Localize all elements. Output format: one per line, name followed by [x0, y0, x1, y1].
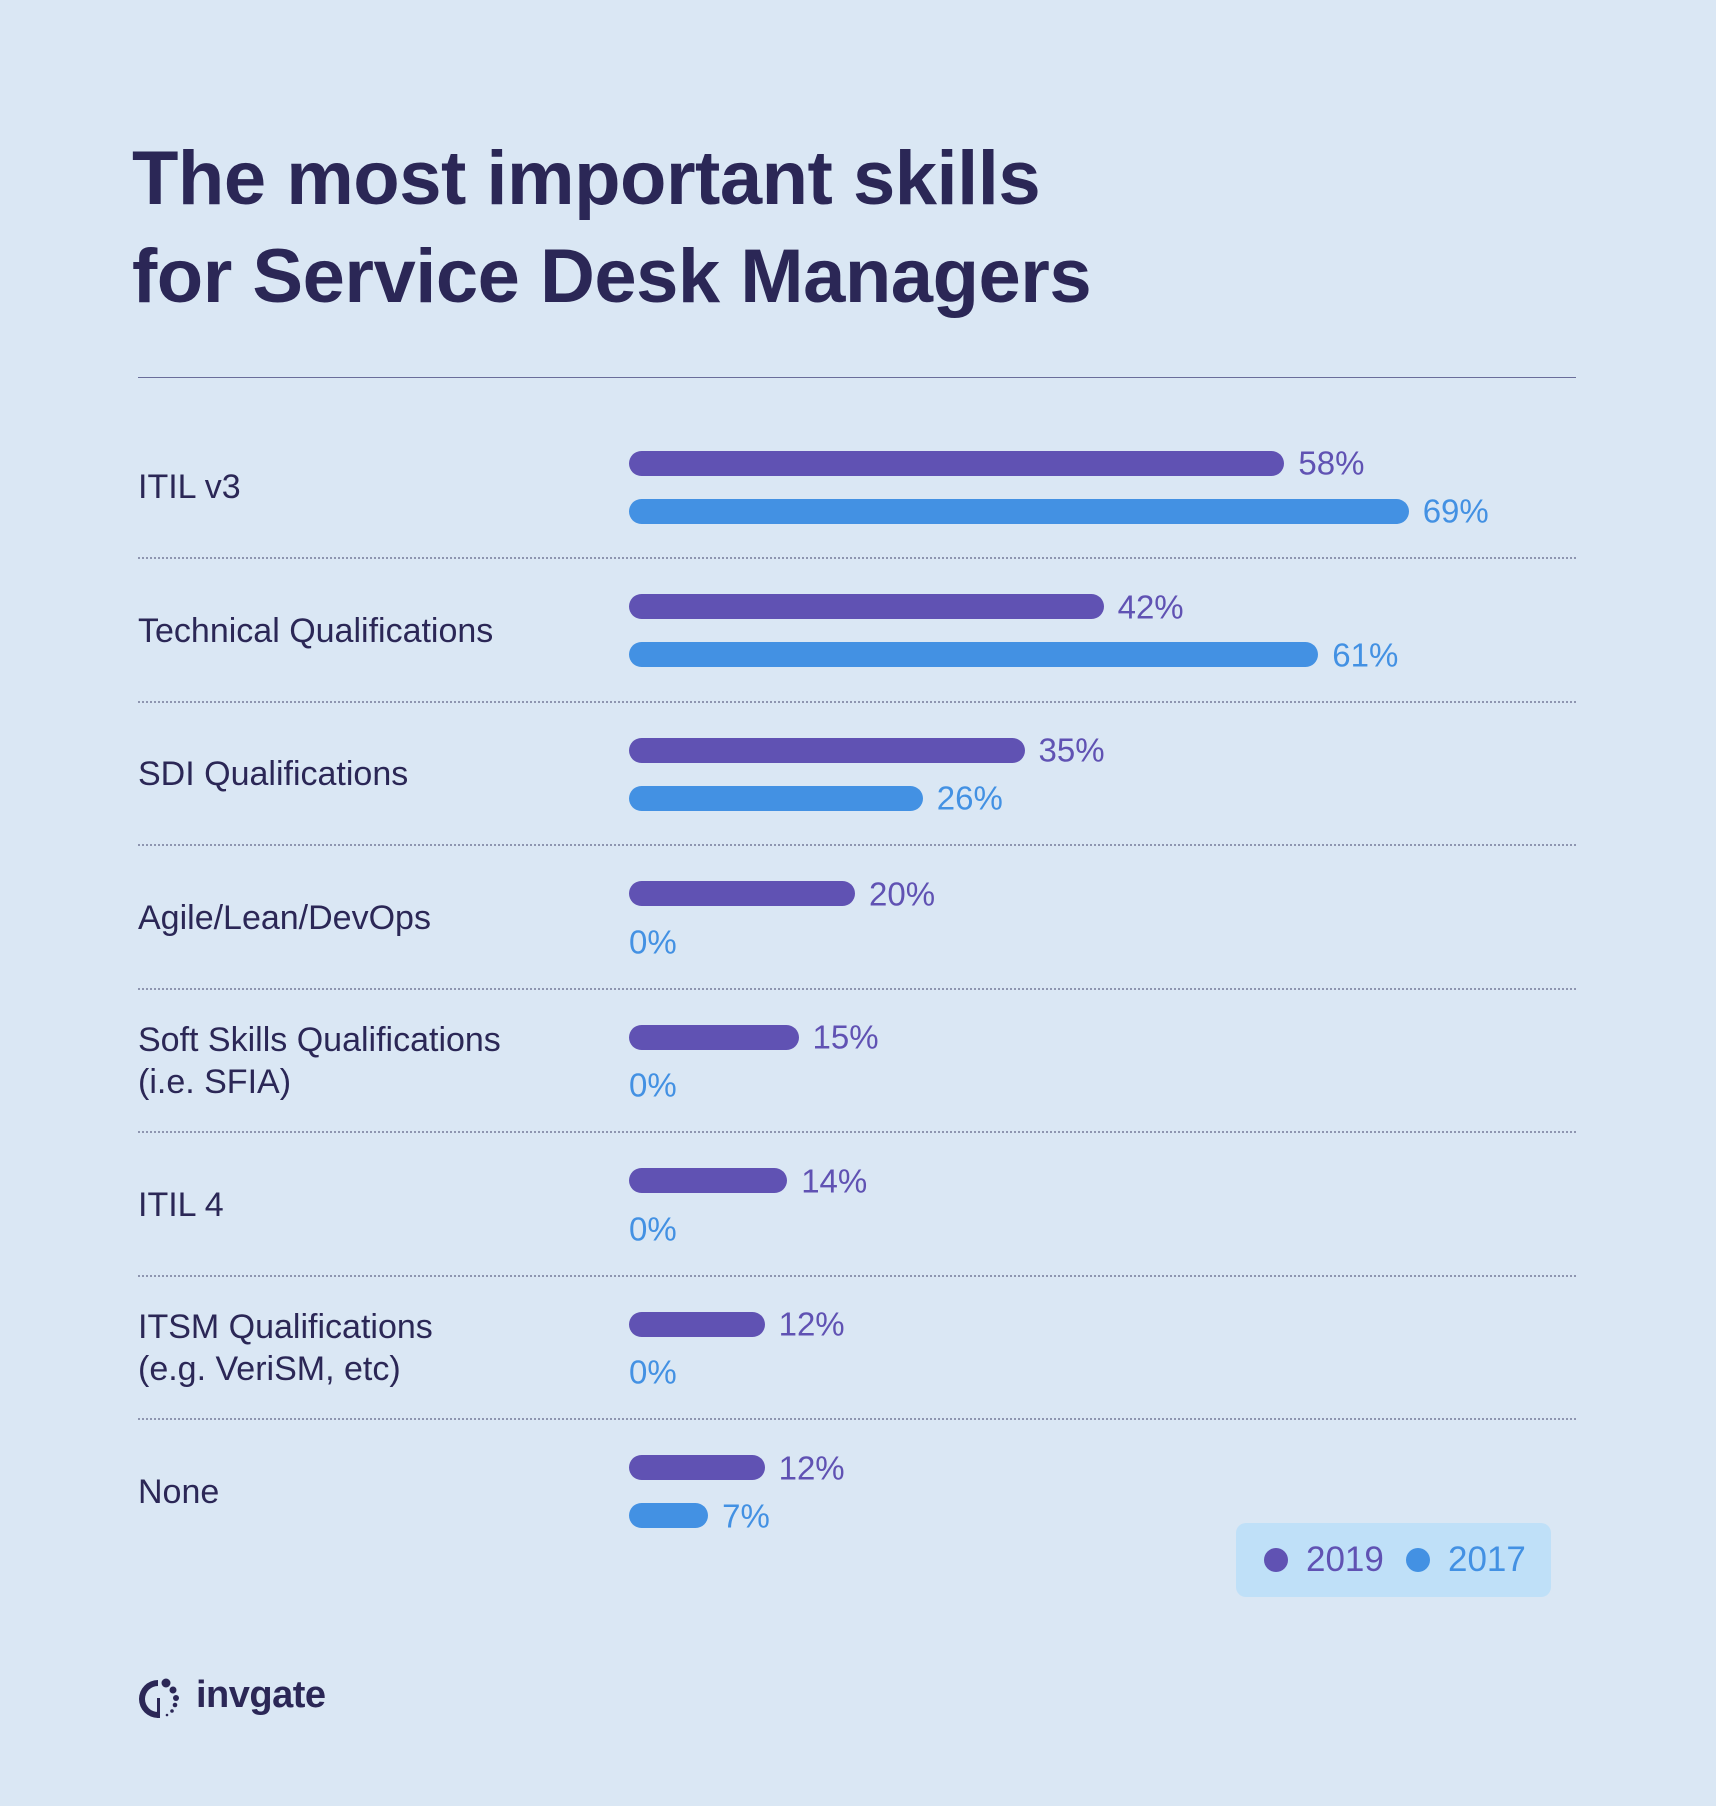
data-label-2019: 12%	[778, 1305, 845, 1343]
category-label: ITSM Qualifications (e.g. VeriSM, etc)	[138, 1308, 433, 1388]
data-label-2017: 7%	[722, 1497, 770, 1534]
row-separator	[138, 1274, 1576, 1277]
data-label-2019: 12%	[778, 1449, 845, 1486]
data-label-2019: 20%	[869, 875, 936, 912]
data-label-2019: 15%	[812, 1018, 879, 1056]
bar-2019	[629, 594, 1104, 619]
data-label-2017: 26%	[936, 779, 1003, 817]
row-separator	[138, 557, 1576, 559]
category-label: ITIL 4	[138, 1185, 224, 1224]
chart-title: The most important skills for Service Des…	[132, 130, 1092, 326]
row-separator	[138, 1418, 1576, 1420]
bar-2019	[629, 881, 855, 906]
bar-2017	[629, 1503, 709, 1528]
category-label: SDI Qualifications	[138, 755, 409, 793]
data-label-2019: 14%	[801, 1162, 868, 1199]
title-divider	[138, 377, 1576, 378]
legend-dot-2017-icon	[1406, 1548, 1430, 1572]
title-line-1: The most important skills	[132, 136, 1041, 221]
row-separator	[138, 1131, 1576, 1133]
data-label-2017: 0%	[629, 1353, 677, 1391]
bar-2019	[629, 1024, 799, 1050]
bar-2017	[629, 642, 1319, 667]
legend-label-2019: 2019	[1306, 1540, 1384, 1579]
bar-2019	[629, 1168, 788, 1193]
category-label: Soft Skills Qualifications (i.e. SFIA)	[138, 1021, 501, 1101]
data-label-2017: 0%	[629, 1210, 677, 1247]
data-label-2019: 58%	[1298, 444, 1365, 482]
bar-2017	[629, 498, 1409, 524]
category-label: None	[138, 1472, 220, 1511]
category-label: Technical Qualifications	[138, 611, 494, 650]
row-separator	[138, 987, 1576, 990]
bar-2019	[629, 1311, 765, 1337]
data-label-2019: 42%	[1117, 588, 1184, 625]
legend-label-2017: 2017	[1448, 1540, 1526, 1579]
category-label: ITIL v3	[138, 468, 241, 506]
invgate-logo-icon	[138, 1678, 179, 1718]
category-label: Agile/Lean/DevOps	[138, 898, 431, 937]
bar-2019	[629, 450, 1285, 476]
brand-name: invgate	[196, 1674, 326, 1716]
title-line-2: for Service Desk Managers	[132, 234, 1092, 319]
row-separator	[138, 844, 1576, 846]
legend-dot-2019-icon	[1264, 1548, 1288, 1572]
data-label-2017: 61%	[1332, 636, 1399, 673]
data-label-2017: 0%	[629, 923, 677, 960]
data-label-2019: 35%	[1038, 731, 1105, 769]
bar-2019	[629, 737, 1025, 763]
bar-2019	[629, 1455, 765, 1480]
bar-2017	[629, 785, 923, 811]
legend: 2019 2017	[1236, 1523, 1551, 1597]
data-label-2017: 69%	[1422, 492, 1489, 530]
row-separator	[138, 700, 1576, 703]
data-label-2017: 0%	[629, 1066, 677, 1104]
